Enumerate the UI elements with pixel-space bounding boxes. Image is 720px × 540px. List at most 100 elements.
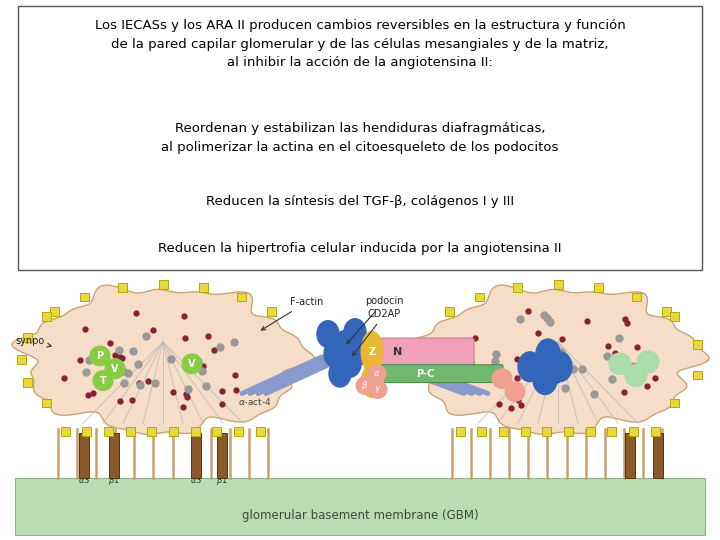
Ellipse shape <box>637 351 659 373</box>
Bar <box>607 427 616 436</box>
Ellipse shape <box>182 354 202 374</box>
Text: V: V <box>188 359 196 369</box>
Bar <box>650 427 660 436</box>
Bar <box>191 433 201 477</box>
Text: F-actin: F-actin <box>261 298 323 330</box>
Bar <box>118 284 127 292</box>
Bar <box>82 427 91 436</box>
Bar <box>585 427 595 436</box>
Bar <box>662 307 671 316</box>
Ellipse shape <box>105 359 125 379</box>
Bar <box>267 307 276 316</box>
Bar <box>147 427 156 436</box>
Bar <box>158 280 168 289</box>
Ellipse shape <box>369 381 387 399</box>
Bar <box>42 312 51 321</box>
Bar <box>15 477 705 535</box>
Ellipse shape <box>625 365 647 387</box>
Ellipse shape <box>492 369 512 389</box>
FancyBboxPatch shape <box>18 5 702 270</box>
Text: Reducen la síntesis del TGF-β, colágenos I y III: Reducen la síntesis del TGF-β, colágenos… <box>206 195 514 208</box>
Ellipse shape <box>368 365 386 382</box>
Bar <box>81 293 89 301</box>
Bar <box>477 427 486 436</box>
Text: Los IECASs y los ARA II producen cambios reversibles en la estructura y función
: Los IECASs y los ARA II producen cambios… <box>94 19 626 70</box>
Bar <box>23 333 32 342</box>
Bar <box>234 427 243 436</box>
Bar <box>653 433 663 477</box>
Bar <box>670 399 679 408</box>
Bar <box>629 427 638 436</box>
Text: $\alpha$3: $\alpha$3 <box>78 474 90 484</box>
Text: Reordenan y estabilizan las hendiduras diafragmáticas,
al polimerizar la actina : Reordenan y estabilizan las hendiduras d… <box>161 123 559 154</box>
Bar <box>499 427 508 436</box>
Ellipse shape <box>90 346 110 366</box>
Ellipse shape <box>356 377 374 394</box>
Bar <box>79 433 89 477</box>
Text: $\beta$: $\beta$ <box>361 379 369 392</box>
Ellipse shape <box>93 370 113 390</box>
Text: $\beta$1: $\beta$1 <box>216 474 228 487</box>
Bar <box>693 370 701 380</box>
Ellipse shape <box>324 341 346 367</box>
Bar <box>42 399 51 408</box>
Ellipse shape <box>536 339 560 369</box>
Text: V: V <box>112 364 119 374</box>
Bar <box>60 427 70 436</box>
Ellipse shape <box>339 350 361 377</box>
FancyBboxPatch shape <box>380 338 474 368</box>
Ellipse shape <box>505 382 525 401</box>
Bar <box>17 355 25 364</box>
Ellipse shape <box>344 319 366 346</box>
Text: podocin: podocin <box>346 296 403 344</box>
Bar <box>513 284 522 292</box>
Bar <box>256 427 264 436</box>
Bar <box>109 433 119 477</box>
Text: P-C: P-C <box>416 369 434 379</box>
Ellipse shape <box>533 365 557 394</box>
Bar <box>475 293 485 301</box>
Polygon shape <box>12 285 314 434</box>
Bar <box>379 361 387 369</box>
Text: glomerular basement membrane (GBM): glomerular basement membrane (GBM) <box>242 509 478 522</box>
Ellipse shape <box>361 331 383 373</box>
Ellipse shape <box>548 352 572 382</box>
Ellipse shape <box>329 360 351 387</box>
Bar <box>50 307 59 316</box>
Bar <box>237 293 246 301</box>
Bar <box>594 284 603 292</box>
Bar <box>199 284 208 292</box>
Bar <box>670 312 679 321</box>
Bar <box>168 427 178 436</box>
Ellipse shape <box>361 366 383 397</box>
Bar <box>456 427 464 436</box>
Bar <box>445 307 454 316</box>
Bar <box>625 433 635 477</box>
Bar <box>521 427 529 436</box>
Text: Reducen la hipertrofia celular inducida por la angiotensina II: Reducen la hipertrofia celular inducida … <box>158 242 562 255</box>
Text: $\beta$1: $\beta$1 <box>108 474 120 487</box>
Ellipse shape <box>334 330 356 357</box>
Polygon shape <box>407 285 709 434</box>
Bar <box>693 340 701 349</box>
Bar <box>631 293 641 301</box>
Bar <box>466 361 474 369</box>
FancyBboxPatch shape <box>381 365 503 382</box>
Ellipse shape <box>518 352 542 382</box>
Bar <box>542 427 552 436</box>
Text: $\alpha$: $\alpha$ <box>373 369 381 378</box>
Text: $\alpha$3: $\alpha$3 <box>190 474 202 484</box>
Text: $\alpha$-act-4: $\alpha$-act-4 <box>238 396 271 407</box>
Ellipse shape <box>347 339 369 365</box>
Text: N: N <box>393 347 402 357</box>
Ellipse shape <box>317 321 339 347</box>
Bar <box>23 378 32 387</box>
Bar <box>554 280 562 289</box>
Ellipse shape <box>609 353 631 375</box>
Text: P: P <box>96 351 104 361</box>
Text: CD2AP: CD2AP <box>353 309 401 356</box>
Bar <box>125 427 135 436</box>
Bar <box>217 433 227 477</box>
Bar <box>212 427 221 436</box>
Bar <box>104 427 113 436</box>
